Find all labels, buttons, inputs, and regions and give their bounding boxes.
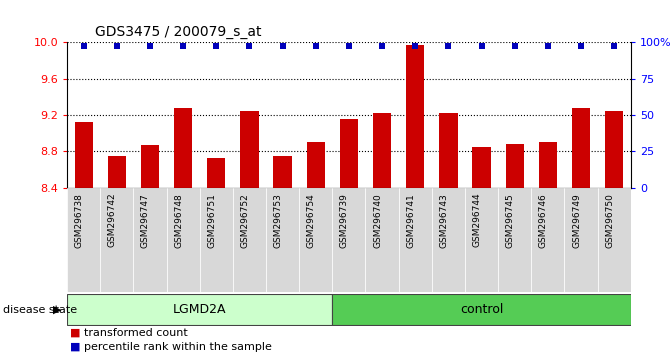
Bar (274, 156, 292, 188)
Bar (166, 188, 200, 292)
Bar (505, 144, 524, 188)
FancyBboxPatch shape (67, 295, 332, 325)
Text: GSM296745: GSM296745 (506, 193, 515, 247)
Bar (141, 145, 159, 188)
Text: GSM296749: GSM296749 (572, 193, 581, 247)
Text: GSM296750: GSM296750 (605, 193, 614, 248)
Text: GSM296744: GSM296744 (472, 193, 482, 247)
Text: GSM296743: GSM296743 (440, 193, 448, 247)
Bar (465, 188, 498, 292)
Text: control: control (460, 303, 503, 316)
Bar (399, 188, 432, 292)
Text: disease state: disease state (3, 305, 77, 315)
Bar (498, 188, 531, 292)
Text: GSM296746: GSM296746 (539, 193, 548, 247)
Bar (100, 188, 134, 292)
Bar (240, 110, 258, 188)
Bar (440, 113, 458, 188)
Bar (539, 142, 557, 188)
Bar (531, 188, 564, 292)
Text: GSM296752: GSM296752 (240, 193, 250, 247)
Bar (564, 188, 598, 292)
Text: GSM296742: GSM296742 (108, 193, 117, 247)
Text: GSM296741: GSM296741 (406, 193, 415, 247)
Text: percentile rank within the sample: percentile rank within the sample (84, 342, 272, 352)
Bar (598, 188, 631, 292)
Bar (373, 113, 391, 188)
Bar (108, 156, 126, 188)
Bar (340, 119, 358, 188)
Bar (200, 188, 233, 292)
Text: GSM296739: GSM296739 (340, 193, 349, 248)
Bar (299, 188, 332, 292)
Bar (233, 188, 266, 292)
Bar (307, 142, 325, 188)
Text: GSM296748: GSM296748 (174, 193, 183, 247)
Bar (67, 188, 100, 292)
Text: ■: ■ (70, 342, 81, 352)
Bar (74, 122, 93, 188)
Bar (332, 188, 366, 292)
Text: GSM296738: GSM296738 (74, 193, 84, 248)
Text: transformed count: transformed count (84, 328, 188, 338)
Bar (605, 112, 623, 188)
Bar (207, 158, 225, 188)
Text: GDS3475 / 200079_s_at: GDS3475 / 200079_s_at (95, 25, 262, 39)
Text: GSM296747: GSM296747 (141, 193, 150, 247)
Bar (432, 188, 465, 292)
Text: ■: ■ (70, 328, 81, 338)
Text: ▶: ▶ (53, 305, 61, 315)
Text: GSM296740: GSM296740 (373, 193, 382, 247)
Bar (572, 108, 590, 188)
Bar (472, 147, 491, 188)
Bar (174, 108, 193, 188)
Bar (366, 188, 399, 292)
Bar (266, 188, 299, 292)
Bar (134, 188, 166, 292)
Text: GSM296754: GSM296754 (307, 193, 316, 247)
FancyBboxPatch shape (332, 295, 631, 325)
Text: GSM296751: GSM296751 (207, 193, 216, 248)
Bar (406, 45, 424, 188)
Text: GSM296753: GSM296753 (274, 193, 282, 248)
Text: LGMD2A: LGMD2A (173, 303, 227, 316)
